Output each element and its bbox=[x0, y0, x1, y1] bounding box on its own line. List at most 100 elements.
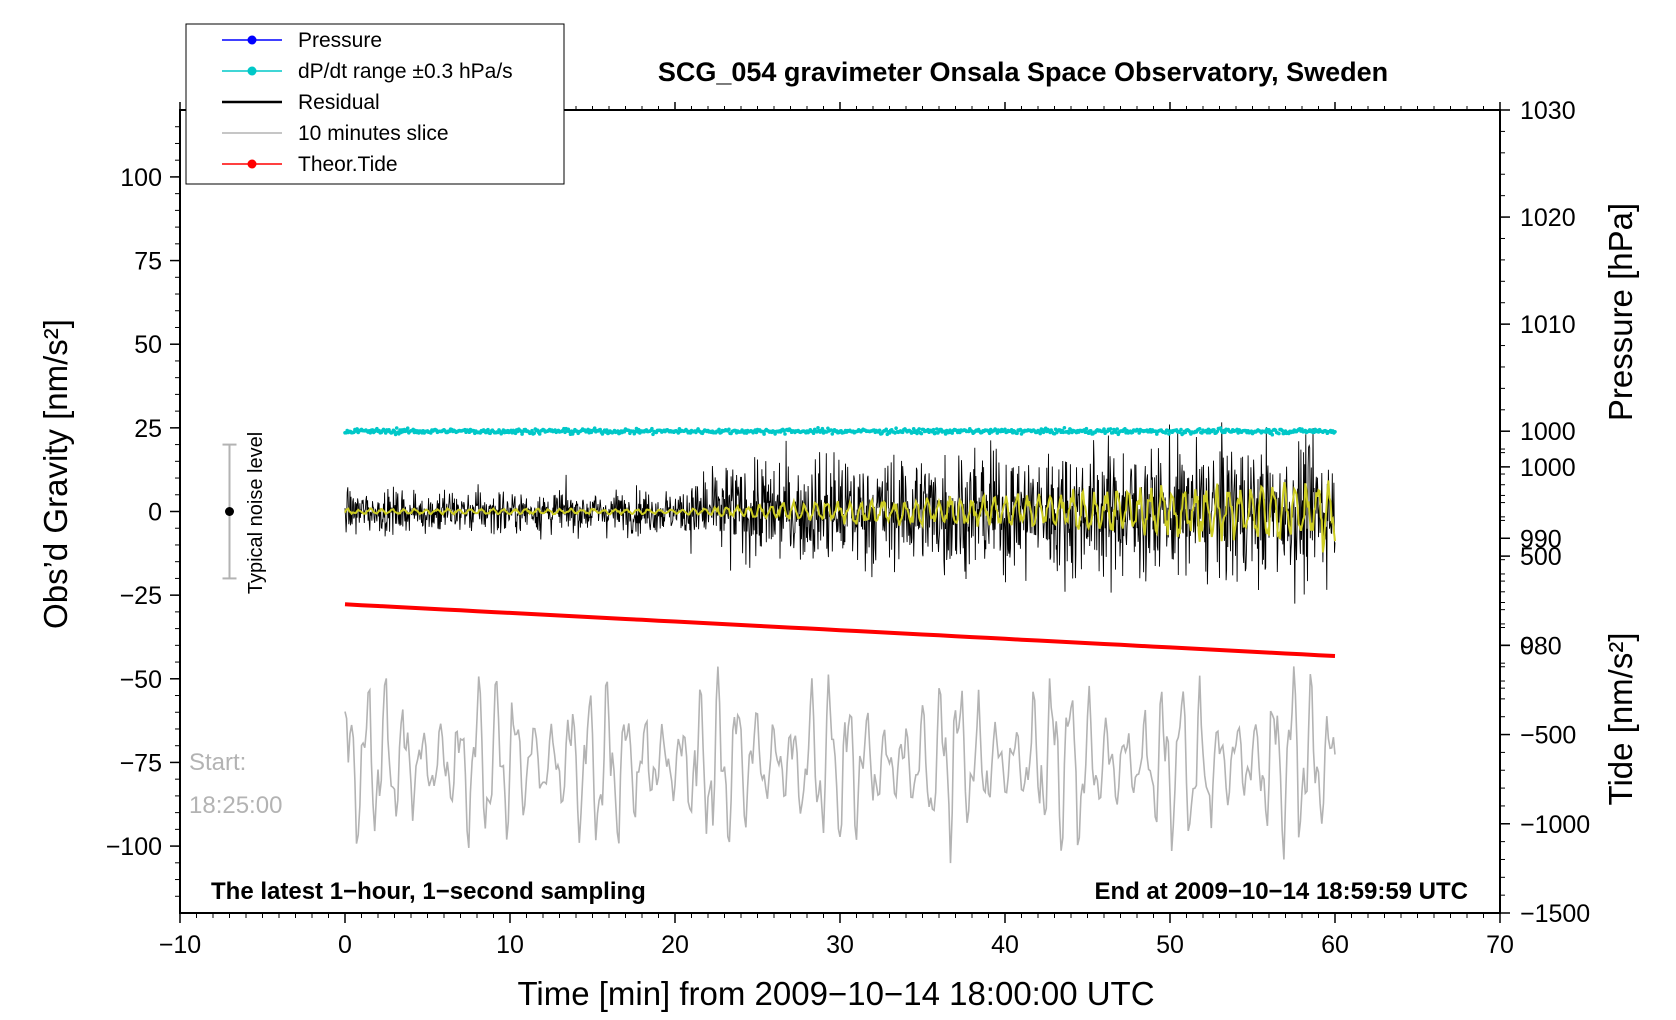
noise-level-bar bbox=[222, 443, 237, 580]
x-tick-label: 60 bbox=[1321, 931, 1349, 959]
x-tick-label: 20 bbox=[661, 931, 689, 959]
pressure-dot bbox=[1067, 431, 1071, 435]
x-tick-label: 0 bbox=[338, 931, 352, 959]
pressure-dot bbox=[911, 427, 916, 431]
pressure-dot bbox=[405, 426, 410, 431]
pressure-dot bbox=[877, 428, 882, 433]
x-axis-title: Time [min] from 2009−10−14 18:00:00 UTC bbox=[517, 975, 1154, 1012]
pressure-dot bbox=[1038, 431, 1042, 436]
pressure-dot bbox=[884, 427, 888, 432]
tide-tick-label: 500 bbox=[1520, 543, 1562, 571]
x-axis-ticks: −10 0 10 20 30 40 50 60 70 bbox=[159, 102, 1514, 959]
x-tick-label: 70 bbox=[1486, 931, 1514, 959]
pressure-dot bbox=[1223, 430, 1227, 435]
ten-minute-slice-line bbox=[344, 666, 1336, 864]
y-tick-label: −75 bbox=[120, 749, 162, 777]
pressure-dot bbox=[727, 427, 731, 432]
y-tick-label: 25 bbox=[134, 415, 162, 443]
legend-swatch-dot bbox=[247, 35, 257, 45]
tide-tick-label: −1000 bbox=[1520, 811, 1590, 839]
pressure-dot bbox=[1155, 432, 1159, 436]
pressure-dot bbox=[486, 427, 490, 432]
tide-tick-label: −1500 bbox=[1520, 900, 1590, 928]
pressure-dot bbox=[917, 427, 921, 431]
smoothed-residual-line bbox=[344, 480, 1336, 553]
pressure-dot bbox=[530, 428, 534, 433]
pressure-dot bbox=[1215, 429, 1220, 434]
x-tick-label: 50 bbox=[1156, 931, 1184, 959]
theoretical-tide-line bbox=[344, 602, 1336, 658]
legend-label: Theor.Tide bbox=[298, 153, 398, 176]
pressure-dot bbox=[605, 428, 609, 432]
pressure-dot bbox=[394, 426, 399, 430]
pressure-dot bbox=[783, 432, 787, 436]
pressure-dot bbox=[1102, 427, 1106, 431]
pressure-dot bbox=[592, 426, 597, 431]
end-time-annotation: End at 2009−10−14 18:59:59 UTC bbox=[1094, 878, 1468, 905]
pressure-tick-label: 1020 bbox=[1520, 204, 1576, 232]
legend-label: Residual bbox=[298, 91, 380, 114]
y-tick-label: 50 bbox=[134, 331, 162, 359]
x-tick-label: −10 bbox=[159, 931, 201, 959]
pressure-dot bbox=[1041, 430, 1046, 435]
tide-tick-label: −500 bbox=[1520, 722, 1576, 750]
x-tick-label: 40 bbox=[991, 931, 1019, 959]
pressure-tick-label: 1030 bbox=[1520, 97, 1576, 125]
noise-level-label: Typical noise level bbox=[245, 432, 267, 594]
pressure-dot bbox=[915, 431, 919, 436]
y-tick-label: 0 bbox=[148, 499, 162, 527]
pressure-dot bbox=[820, 426, 825, 431]
legend-label: 10 minutes slice bbox=[298, 122, 449, 145]
legend: Pressure dP/dt range ±0.3 hPa/s Residual 10… bbox=[185, 23, 565, 185]
pressure-dot bbox=[650, 426, 654, 431]
pressure-axis-ticks: 980 990 1000 1010 1020 1030 bbox=[1500, 97, 1576, 689]
pressure-tick-label: 980 bbox=[1520, 632, 1562, 660]
pressure-dot bbox=[1277, 431, 1281, 436]
legend-box bbox=[185, 23, 565, 185]
pressure-tick-label: 1000 bbox=[1520, 418, 1576, 446]
y-tick-label: 75 bbox=[134, 248, 162, 276]
pressure-tick-label: 1010 bbox=[1520, 311, 1576, 339]
pressure-dot bbox=[935, 427, 939, 431]
y-tick-label: 100 bbox=[120, 164, 162, 192]
chart-title: SCG_054 gravimeter Onsala Space Observat… bbox=[658, 57, 1388, 87]
pressure-dot bbox=[1108, 427, 1113, 431]
y-axis-ticks: −100 −75 −50 −25 0 25 50 75 100 bbox=[106, 126, 180, 897]
y-axis-title: Obs’d Gravity [nm/s²] bbox=[37, 319, 74, 629]
pressure-dot bbox=[1333, 430, 1337, 434]
pressure-dot bbox=[1015, 431, 1019, 436]
series-layer bbox=[343, 422, 1337, 864]
pressure-dot bbox=[537, 432, 542, 436]
pressure-dot bbox=[1179, 427, 1183, 432]
pressure-dot bbox=[830, 432, 835, 436]
pressure-dot bbox=[1089, 429, 1093, 433]
pressure-dot bbox=[1280, 428, 1284, 433]
pressure-dot bbox=[1212, 428, 1216, 432]
pressure-dot bbox=[392, 429, 397, 434]
pressure-dot bbox=[919, 431, 924, 436]
start-time: 18:25:00 bbox=[189, 792, 282, 819]
pressure-dot bbox=[816, 426, 820, 430]
pressure-dot bbox=[717, 427, 721, 432]
legend-swatch-dot bbox=[247, 159, 257, 169]
pressure-dot bbox=[1163, 431, 1168, 435]
pressure-dot bbox=[651, 432, 655, 437]
sampling-annotation: The latest 1−hour, 1−second sampling bbox=[211, 878, 646, 905]
noise-bar-center-dot bbox=[225, 507, 234, 516]
y-tick-label: −25 bbox=[120, 582, 162, 610]
pressure-dot bbox=[598, 427, 602, 432]
pressure-dot bbox=[1115, 427, 1119, 431]
start-label: Start: bbox=[189, 749, 246, 776]
pressure-dot bbox=[931, 427, 936, 432]
pressure-axis-title: Pressure [hPa] bbox=[1602, 203, 1639, 421]
y-tick-label: −50 bbox=[120, 666, 162, 694]
x-tick-label: 30 bbox=[826, 931, 854, 959]
tide-axis-title: Tide [nm/s²] bbox=[1602, 633, 1639, 806]
pressure-dot bbox=[1218, 426, 1223, 430]
pressure-dot bbox=[1270, 432, 1275, 437]
legend-label: Pressure bbox=[298, 29, 382, 52]
tide-tick-label: 1000 bbox=[1520, 454, 1576, 482]
pressure-dot bbox=[762, 432, 766, 436]
tide-tick-label: 0 bbox=[1520, 632, 1534, 660]
